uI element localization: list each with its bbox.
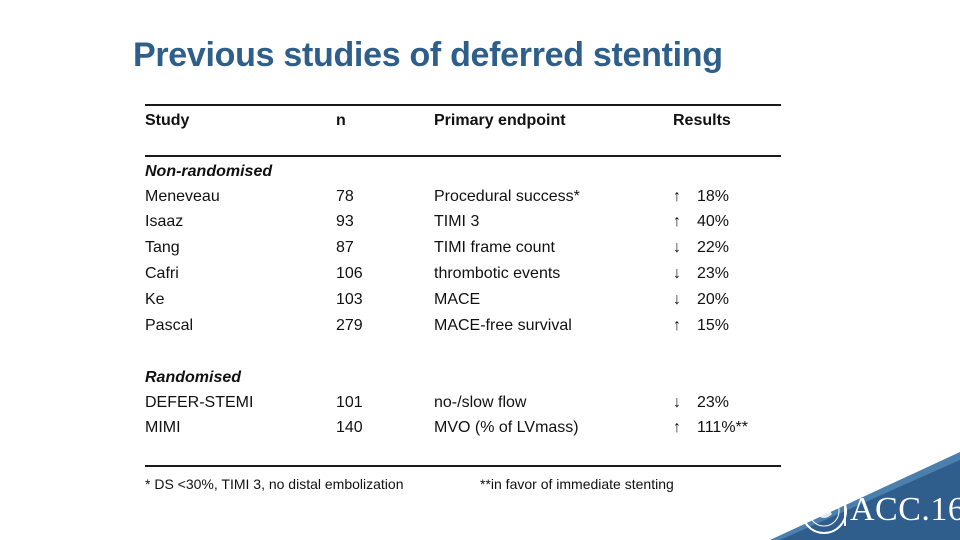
cell-result: ↑ 15% (673, 314, 729, 338)
table-row: DEFER-STEMI 101 no-/slow flow ↓ 23% (145, 391, 785, 415)
table-row: Cafri 106 thrombotic events ↓ 23% (145, 262, 785, 286)
header-study: Study (145, 112, 190, 129)
cell-study: Meneveau (145, 188, 220, 205)
cell-study: DEFER-STEMI (145, 394, 254, 411)
result-value: 18% (697, 188, 730, 205)
cell-n: 78 (336, 188, 354, 205)
table-row: MIMI 140 MVO (% of LVmass) ↑ 111%** (145, 416, 785, 440)
cell-study: MIMI (145, 419, 181, 436)
table-row: Meneveau 78 Procedural success* ↑ 18% (145, 185, 785, 209)
header-endpoint: Primary endpoint (434, 112, 566, 129)
cell-endpoint: MACE (434, 291, 481, 308)
result-value: 23% (697, 265, 730, 282)
cell-result: ↑ 18% (673, 185, 729, 209)
result-value: 20% (697, 291, 730, 308)
header-n: n (336, 112, 346, 129)
cell-study: Isaaz (145, 213, 184, 230)
cell-n: 279 (336, 317, 363, 334)
table-header-rule (145, 155, 781, 157)
header-results: Results (673, 112, 731, 129)
cell-endpoint: TIMI 3 (434, 213, 480, 230)
result-value: 40% (697, 213, 730, 230)
cell-study: Tang (145, 239, 180, 256)
cell-study: Cafri (145, 265, 179, 282)
table-row: Ke 103 MACE ↓ 20% (145, 288, 785, 312)
corner-band (780, 460, 960, 540)
cell-result: ↑ 111%** (673, 416, 748, 440)
direction-arrow-icon: ↑ (673, 213, 681, 230)
result-value: 22% (697, 239, 730, 256)
result-value: 111%** (697, 419, 748, 436)
section-label: Randomised (145, 369, 242, 386)
cell-n: 87 (336, 239, 354, 256)
direction-arrow-icon: ↓ (673, 394, 681, 411)
cell-result: ↑ 40% (673, 210, 729, 234)
cell-endpoint: no-/slow flow (434, 394, 527, 411)
direction-arrow-icon: ↑ (673, 188, 681, 205)
cell-endpoint: MVO (% of LVmass) (434, 419, 579, 436)
cell-endpoint: MACE-free survival (434, 317, 572, 334)
table-bottom-rule (145, 465, 781, 467)
cell-result: ↓ 23% (673, 391, 729, 415)
table-header-row: Study n Primary endpoint Results (145, 109, 785, 133)
footnote-right: **in favor of immediate stenting (480, 476, 674, 492)
table-row: Pascal 279 MACE-free survival ↑ 15% (145, 314, 785, 338)
section-label: Non-randomised (145, 163, 273, 180)
svg-text:★ ★ ★: ★ ★ ★ (818, 490, 831, 495)
cell-endpoint: Procedural success* (434, 188, 580, 205)
acc-seal-icon: ★ ★ ★ (801, 488, 847, 534)
result-value: 23% (697, 394, 730, 411)
page-title: Previous studies of deferred stenting (133, 36, 723, 74)
direction-arrow-icon: ↓ (673, 239, 681, 256)
cell-n: 103 (336, 291, 363, 308)
cell-result: ↓ 22% (673, 236, 729, 260)
logo-divider (844, 496, 846, 526)
direction-arrow-icon: ↓ (673, 265, 681, 282)
cell-n: 101 (336, 394, 363, 411)
cell-n: 106 (336, 265, 363, 282)
cell-study: Pascal (145, 317, 194, 334)
footnote-left: * DS <30%, TIMI 3, no distal embolizatio… (145, 476, 404, 492)
table-row: Tang 87 TIMI frame count ↓ 22% (145, 236, 785, 260)
acc-logo: ACC.16 (850, 491, 960, 528)
table-row: Isaaz 93 TIMI 3 ↑ 40% (145, 210, 785, 234)
direction-arrow-icon: ↓ (673, 291, 681, 308)
footnotes: * DS <30%, TIMI 3, no distal embolizatio… (145, 476, 674, 492)
cell-endpoint: TIMI frame count (434, 239, 555, 256)
direction-arrow-icon: ↑ (673, 317, 681, 334)
direction-arrow-icon: ↑ (673, 419, 681, 436)
cell-endpoint: thrombotic events (434, 265, 561, 282)
cell-study: Ke (145, 291, 165, 308)
cell-n: 140 (336, 419, 363, 436)
cell-result: ↓ 20% (673, 288, 729, 312)
cell-result: ↓ 23% (673, 262, 729, 286)
table-top-rule (145, 104, 781, 106)
cell-n: 93 (336, 213, 354, 230)
result-value: 15% (697, 317, 730, 334)
